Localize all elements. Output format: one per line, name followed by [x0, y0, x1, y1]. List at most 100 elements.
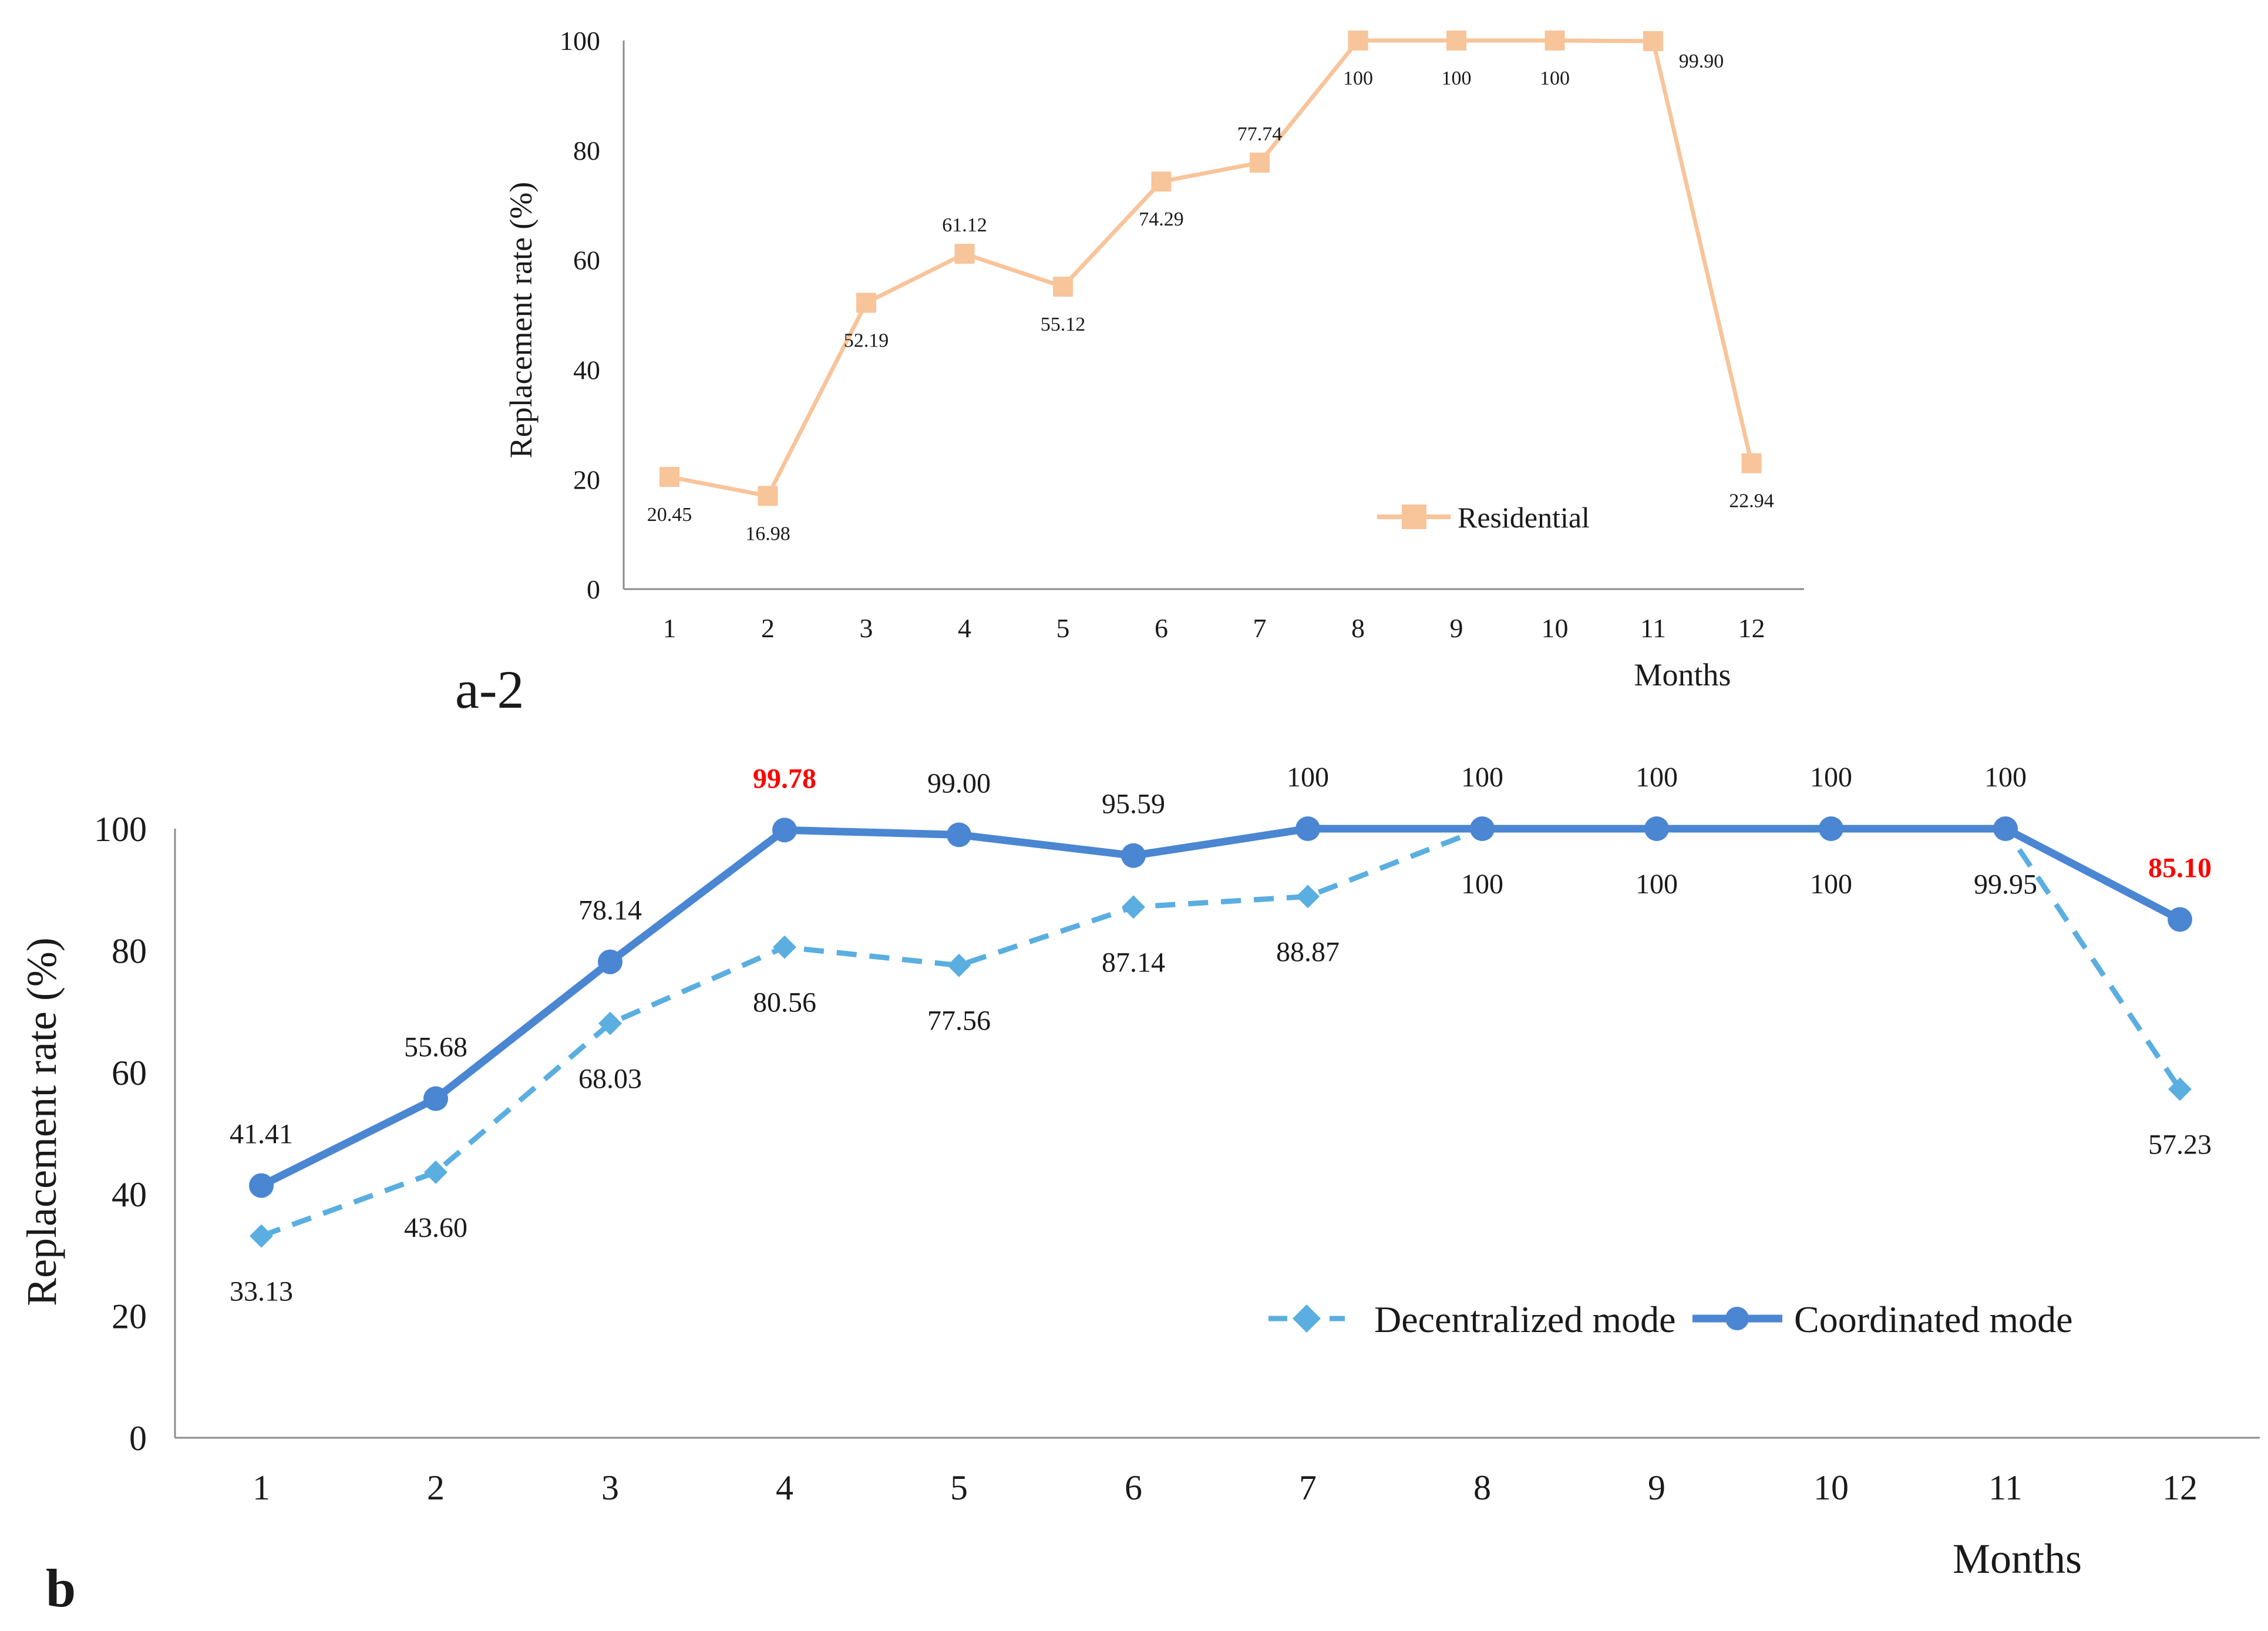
legend-decentralized-label: Decentralized mode: [1374, 1299, 1676, 1340]
y-tick-label: 20: [112, 1297, 147, 1336]
data-point: [954, 244, 975, 264]
panel-label-b: b: [46, 1558, 76, 1618]
data-label: 87.14: [1102, 947, 1165, 978]
data-label: 100: [1287, 762, 1329, 793]
data-label: 61.12: [942, 214, 987, 236]
data-label: 100: [1810, 869, 1852, 900]
data-label: 55.68: [404, 1032, 467, 1063]
data-label: 55.12: [1041, 314, 1086, 335]
data-point: [1644, 816, 1669, 841]
y-tick-label: 100: [560, 26, 600, 56]
x-tick-label: 2: [427, 1468, 445, 1507]
x-tick-label: 6: [1125, 1468, 1142, 1507]
y-tick-label: 80: [573, 136, 600, 166]
x-tick-label: 9: [1648, 1468, 1665, 1507]
y-tick-label: 40: [573, 355, 600, 385]
chart-residential: a-2 Replacement rate (%) Months 0 20 40 60 8…: [455, 26, 1804, 719]
x-tick-label: 2: [761, 613, 775, 643]
legend-coordinated-marker: [1725, 1307, 1749, 1330]
y-axis-title-b: Replacement rate (%): [18, 937, 65, 1306]
data-point: [2168, 907, 2192, 932]
data-label: 100: [1461, 762, 1503, 793]
data-label: 16.98: [745, 523, 790, 544]
data-label: 74.29: [1139, 209, 1184, 230]
x-tick-label: 4: [776, 1468, 793, 1507]
data-point: [947, 822, 971, 848]
y-tick-label: 0: [587, 574, 600, 604]
x-tick-label: 11: [1640, 613, 1666, 643]
series-a: [659, 31, 1762, 506]
data-label: 68.03: [578, 1064, 642, 1095]
data-point: [598, 1011, 622, 1035]
data-label: 99.95: [1974, 869, 2037, 900]
data-point: [249, 1173, 274, 1198]
data-point: [1819, 816, 1843, 841]
series-line-1: [260, 825, 2182, 1189]
data-label: 88.87: [1276, 936, 1340, 967]
y-tick-label: 60: [573, 246, 600, 275]
data-point: [1348, 31, 1368, 51]
axes-b: [174, 829, 2260, 1439]
x-tick-label: 9: [1450, 613, 1463, 643]
x-tick-label: 6: [1155, 613, 1168, 643]
data-label: 22.94: [1729, 490, 1774, 512]
data-point: [947, 953, 971, 977]
x-tick-label: 3: [601, 1468, 619, 1507]
panel-label-a2: a-2: [455, 660, 524, 719]
x-tick-label: 8: [1473, 1468, 1491, 1507]
data-label: 41.41: [230, 1119, 293, 1150]
data-label: 99.90: [1679, 51, 1724, 72]
data-label: 78.14: [578, 895, 642, 926]
data-point: [1544, 31, 1565, 51]
x-tick-label: 10: [1813, 1468, 1849, 1507]
y-tick-label: 40: [112, 1175, 147, 1214]
data-point: [1993, 816, 2018, 841]
y-tick-label: 20: [573, 465, 600, 495]
series-line-0: [669, 38, 1754, 498]
data-labels-b: 33.13 43.60 68.03 80.56 77.56 87.14 88.87 100 10…: [230, 762, 2212, 1307]
x-tick-label: 11: [1988, 1468, 2023, 1507]
data-label: 80.56: [753, 987, 816, 1018]
data-label: 33.13: [230, 1276, 293, 1307]
data-point: [250, 1224, 273, 1248]
x-tick-label: 8: [1351, 613, 1365, 643]
y-tick-label: 0: [129, 1419, 147, 1458]
data-label: 100: [1343, 68, 1373, 89]
data-label: 77.56: [927, 1005, 991, 1037]
x-tick-label: 7: [1253, 613, 1267, 643]
data-point: [1446, 31, 1466, 51]
x-tick-label: 12: [1738, 613, 1765, 643]
data-point: [423, 1086, 448, 1111]
data-label: 20.45: [647, 504, 692, 526]
chart-modes: b Replacement rate (%) Months 0 20 40 60 80 1…: [18, 762, 2260, 1618]
data-point: [1122, 895, 1145, 919]
data-label: 99.78: [753, 763, 816, 794]
data-point: [659, 466, 679, 487]
y-axis-title-a: Replacement rate (%): [503, 182, 539, 459]
data-label: 77.74: [1237, 123, 1283, 145]
data-point: [1296, 885, 1320, 909]
y-tick-label: 80: [112, 931, 147, 970]
data-point: [856, 292, 876, 313]
data-point: [772, 818, 797, 843]
data-point: [773, 935, 796, 959]
data-label: 95.59: [1102, 789, 1165, 820]
data-point: [1121, 843, 1146, 868]
x-tick-label: 5: [1056, 613, 1070, 643]
series-line-0: [260, 826, 2182, 1239]
data-point: [1151, 171, 1172, 192]
legend-residential-marker: [1402, 505, 1426, 529]
data-label: 57.23: [2148, 1129, 2212, 1161]
data-label: 100: [1810, 762, 1852, 793]
x-tick-label: 3: [860, 613, 873, 643]
y-tick-label: 60: [112, 1054, 147, 1092]
data-point: [2168, 1077, 2192, 1101]
data-label: 100: [1636, 762, 1678, 793]
x-tick-label: 7: [1299, 1468, 1317, 1507]
data-point: [1295, 816, 1320, 841]
x-tick-label: 4: [958, 613, 971, 643]
legend-a: Residential: [1377, 501, 1590, 534]
